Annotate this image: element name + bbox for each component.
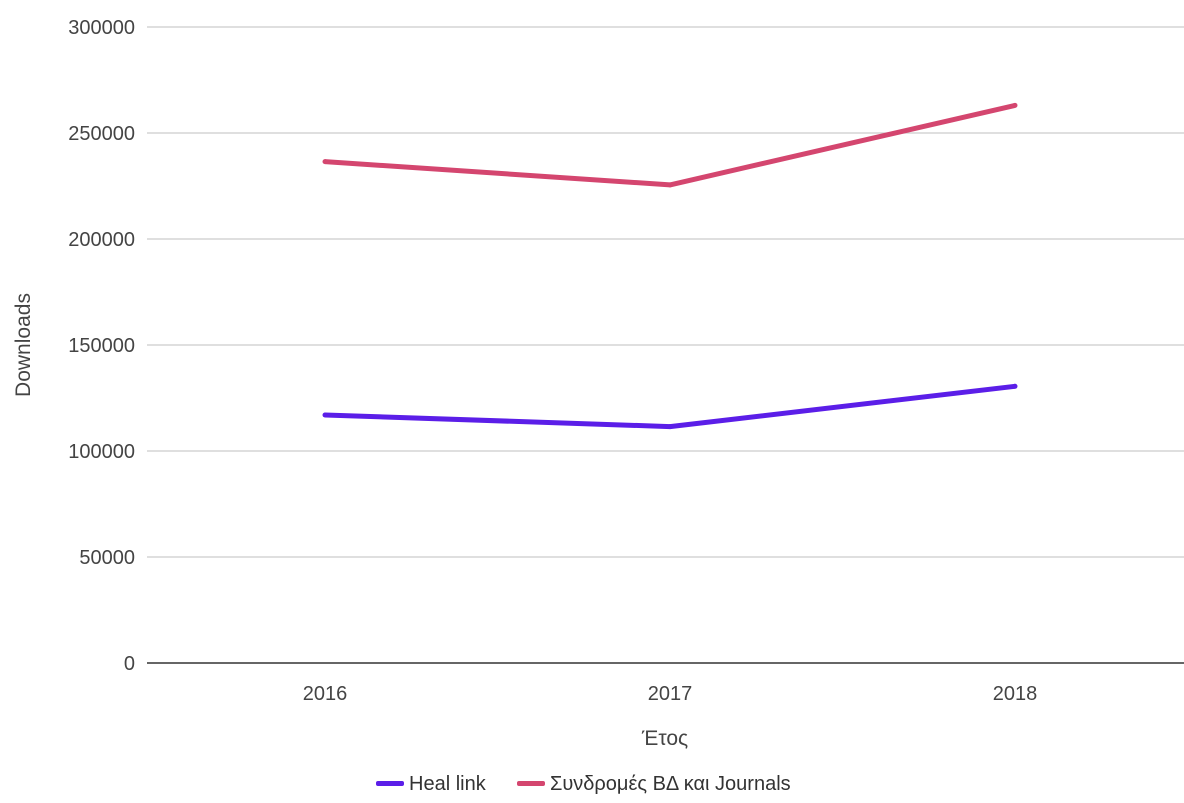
data-point	[667, 424, 673, 430]
data-point	[667, 182, 673, 188]
legend-label-2: Συνδρομές ΒΔ και Journals	[550, 773, 791, 795]
data-point	[322, 159, 328, 165]
x-tick-label: 2018	[993, 683, 1038, 705]
y-tick-label: 100000	[68, 441, 135, 463]
series-line-1	[324, 383, 1016, 430]
series-lines	[322, 102, 1018, 430]
y-tick-labels: 0 50000 100000 150000 200000 250000 300000	[68, 17, 135, 675]
legend-swatch-2	[517, 781, 545, 786]
x-tick-label: 2016	[303, 683, 348, 705]
legend-label-1: Heal link	[409, 773, 487, 795]
x-tick-label: 2017	[648, 683, 693, 705]
gridlines	[147, 26, 1184, 664]
x-axis-title: Έτος	[641, 727, 688, 750]
x-tick-labels: 2016 2017 2018	[303, 683, 1038, 705]
y-tick-label: 150000	[68, 335, 135, 357]
legend: Heal link Συνδρομές ΒΔ και Journals	[376, 773, 791, 795]
y-axis-title: Downloads	[12, 293, 35, 397]
data-point	[322, 412, 328, 418]
data-point	[1012, 102, 1018, 108]
data-point	[1012, 383, 1018, 389]
y-tick-label: 300000	[68, 17, 135, 39]
y-tick-label: 50000	[79, 547, 135, 569]
y-tick-label: 250000	[68, 123, 135, 145]
series-line-2	[324, 102, 1016, 188]
y-tick-label: 200000	[68, 229, 135, 251]
y-tick-label: 0	[124, 653, 135, 675]
legend-swatch-1	[376, 781, 404, 786]
